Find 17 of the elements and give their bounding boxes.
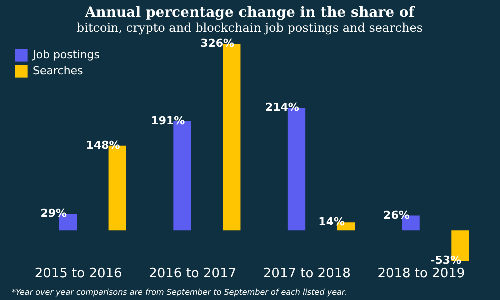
chart-subtitle: bitcoin, crypto and blockchain job postings and searches [76, 21, 424, 35]
x-tick-label: 2016 to 2017 [149, 266, 237, 282]
x-tick-label: 2017 to 2018 [263, 266, 351, 282]
x-tick-label: 2018 to 2019 [378, 266, 466, 282]
data-label: 191% [151, 114, 186, 128]
x-tick-label: 2015 to 2016 [34, 266, 122, 282]
data-label: 148% [86, 138, 120, 152]
data-label: -53% [430, 254, 462, 267]
data-label: 326% [200, 37, 235, 50]
legend-label: Searches [33, 64, 84, 78]
chart-title: Annual percentage change in the share of [84, 5, 416, 21]
legend-label: Job postings [32, 48, 100, 62]
data-label: 214% [265, 101, 300, 114]
data-label: 29% [40, 207, 68, 220]
text: *Year over year comparisons are from September to September of each listed year. [12, 288, 347, 297]
data-label: 14% [318, 216, 346, 229]
data-label: 26% [384, 208, 410, 222]
